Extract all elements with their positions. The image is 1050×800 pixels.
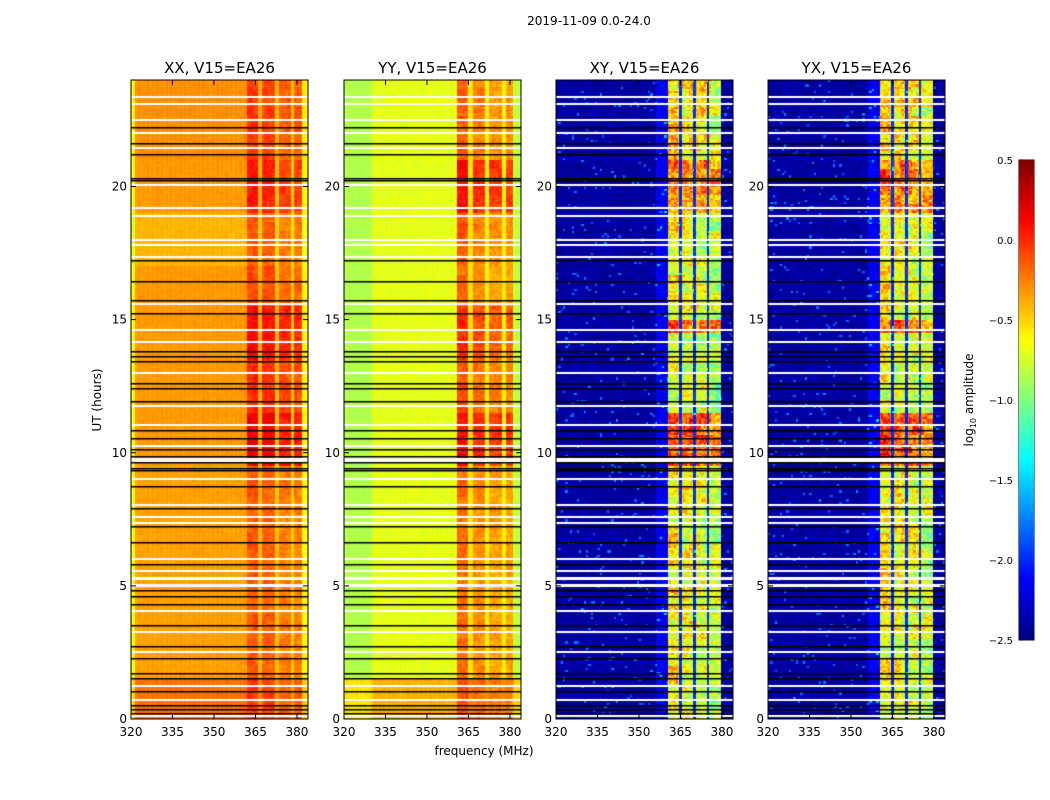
y-tick-label: 20 — [112, 180, 127, 194]
colorbar-tick-label: 0.0 — [997, 236, 1013, 247]
panel-frame — [130, 79, 309, 720]
x-tick-label: 320 — [545, 725, 568, 739]
x-tick-label: 380 — [285, 725, 308, 739]
colorbar-tick-label: 0.5 — [997, 156, 1013, 167]
y-tick-label: 5 — [544, 579, 552, 593]
x-tick-label: 365 — [244, 725, 267, 739]
y-tick-label: 15 — [112, 313, 127, 327]
x-tick-label: 335 — [798, 725, 821, 739]
colorbar-tick-label: −2.5 — [989, 636, 1013, 647]
colorbar-label: log10 amplitude — [961, 353, 979, 447]
x-tick-label: 320 — [120, 725, 143, 739]
x-tick-label: 335 — [374, 725, 397, 739]
x-tick-label: 365 — [881, 725, 904, 739]
y-tick-label: 20 — [537, 180, 552, 194]
x-tick-label: 365 — [457, 725, 480, 739]
panel-title-xy: XY, V15=EA26 — [589, 59, 700, 77]
x-tick-label: 350 — [840, 725, 863, 739]
x-axis-label: frequency (MHz) — [434, 744, 534, 758]
y-tick-label: 15 — [325, 313, 340, 327]
y-tick-label: 10 — [325, 446, 340, 460]
y-tick-label: 10 — [749, 446, 764, 460]
x-tick-label: 350 — [203, 725, 226, 739]
y-tick-label: 10 — [537, 446, 552, 460]
x-tick-label: 335 — [586, 725, 609, 739]
y-tick-label: 5 — [332, 579, 340, 593]
y-axis-label: UT (hours) — [90, 368, 104, 432]
y-tick-label: 15 — [749, 313, 764, 327]
panel-title-xx: XX, V15=EA26 — [164, 59, 275, 77]
x-tick-label: 350 — [416, 725, 439, 739]
y-tick-label: 0 — [544, 712, 552, 726]
heatmap-xx — [131, 80, 308, 719]
x-tick-label: 380 — [922, 725, 945, 739]
colorbar-tick-label: −0.5 — [989, 316, 1013, 327]
y-tick-label: 5 — [756, 579, 764, 593]
panel-frame — [555, 79, 734, 720]
x-tick-label: 320 — [757, 725, 780, 739]
heatmap-xy — [556, 80, 733, 719]
panel-frame — [343, 79, 522, 720]
y-tick-label: 10 — [112, 446, 127, 460]
y-tick-label: 20 — [749, 180, 764, 194]
colorbar-tick-label: −2.0 — [989, 556, 1013, 567]
colorbar — [1019, 160, 1034, 640]
x-tick-label: 350 — [628, 725, 651, 739]
x-tick-label: 365 — [669, 725, 692, 739]
heatmap-yx — [768, 80, 945, 719]
figure-title: 2019-11-09 0.0-24.0 — [527, 14, 651, 28]
panel-title-yx: YX, V15=EA26 — [801, 59, 912, 77]
x-tick-label: 335 — [161, 725, 184, 739]
y-tick-label: 0 — [756, 712, 764, 726]
y-tick-label: 20 — [325, 180, 340, 194]
heatmap-yy — [344, 80, 521, 719]
x-tick-label: 380 — [710, 725, 733, 739]
panel-frame — [767, 79, 946, 720]
colorbar-tick-label: −1.0 — [989, 396, 1013, 407]
panel-title-yy: YY, V15=EA26 — [378, 59, 487, 77]
x-tick-label: 380 — [498, 725, 521, 739]
y-tick-label: 0 — [332, 712, 340, 726]
y-tick-label: 5 — [119, 579, 127, 593]
colorbar-tick-label: −1.5 — [989, 476, 1013, 487]
y-tick-label: 15 — [537, 313, 552, 327]
y-tick-label: 0 — [119, 712, 127, 726]
x-tick-label: 320 — [333, 725, 356, 739]
